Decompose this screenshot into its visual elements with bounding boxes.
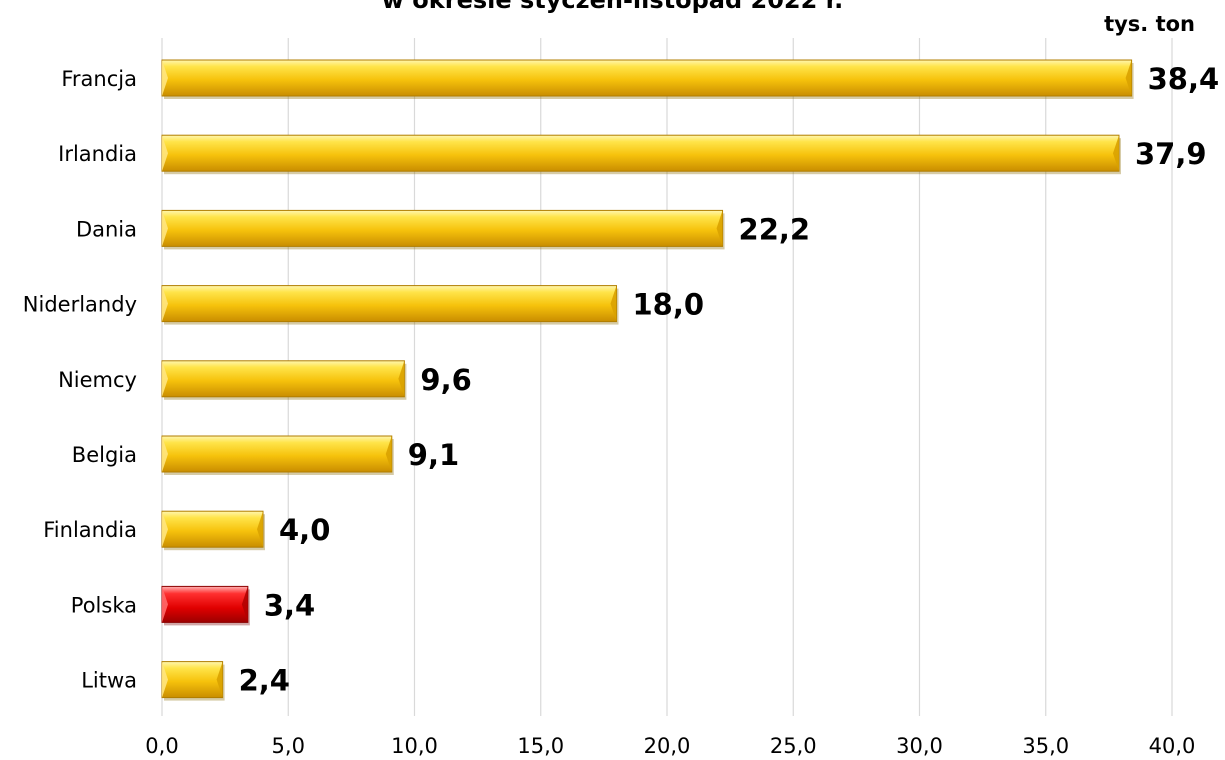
category-label: Litwa [81, 669, 137, 693]
bar-bevel-right [398, 360, 405, 397]
value-label: 9,1 [408, 438, 459, 472]
category-label: Finlandia [43, 518, 137, 542]
bar-bevel-right [1112, 135, 1119, 172]
bar-bevel-right [1125, 60, 1132, 96]
bar-bevel-left [162, 360, 168, 397]
bar-bevel-right [610, 285, 617, 322]
bar-bevel-left [162, 285, 168, 322]
bar [161, 360, 405, 398]
bar-niderlandy [161, 285, 619, 325]
x-tick-label: 10,0 [391, 734, 438, 758]
value-label: 22,2 [739, 212, 811, 246]
bar-bevel-left [162, 436, 168, 472]
bars [161, 59, 1134, 701]
unit-label: tys. ton [1104, 12, 1195, 36]
bar [161, 585, 249, 623]
value-label: 9,6 [420, 363, 471, 397]
bar [161, 134, 1120, 172]
bar-bevel-right [257, 511, 263, 548]
x-tick-label: 15,0 [517, 734, 564, 758]
bar [161, 59, 1133, 97]
bar-litwa [161, 661, 225, 701]
bar [161, 209, 724, 247]
bar-bevel-left [162, 135, 168, 172]
bar-bevel-left [162, 661, 168, 698]
x-tick-label: 40,0 [1149, 734, 1196, 758]
category-label: Belgia [72, 443, 137, 467]
bar-bevel-right [241, 586, 248, 623]
bar [161, 510, 264, 548]
bar-bevel-right [216, 661, 223, 698]
category-label: Irlandia [58, 142, 137, 166]
category-label: Francja [61, 67, 137, 91]
value-label: 4,0 [279, 513, 330, 547]
category-label: Niemcy [58, 368, 137, 392]
chart-title: w okresie styczeń-listopad 2022 r. [381, 0, 844, 14]
bar-bevel-left [162, 60, 168, 96]
bar-francja [161, 59, 1134, 99]
bar-bevel-left [162, 511, 168, 548]
value-label: 2,4 [239, 664, 290, 698]
bar-bevel-right [716, 210, 723, 247]
value-label: 37,9 [1135, 137, 1207, 171]
value-label: 18,0 [633, 288, 705, 322]
bar-irlandia [161, 134, 1121, 175]
bar [161, 285, 617, 323]
bar-polska [161, 585, 250, 626]
x-tick-label: 30,0 [896, 734, 943, 758]
value-label: 3,4 [264, 588, 315, 622]
category-label: Niderlandy [23, 293, 137, 317]
category-label: Polska [71, 593, 137, 617]
bar-bevel-left [162, 586, 168, 623]
value-label: 38,4 [1148, 62, 1220, 96]
x-tick-label: 0,0 [145, 734, 178, 758]
x-tick-label: 35,0 [1022, 734, 1069, 758]
bar-bevel-right [385, 436, 392, 472]
x-tick-label: 25,0 [770, 734, 817, 758]
labels: 0,0 5,0 10,0 15,0 20,0 25,0 30,0 35,0 40,0 Francj… [23, 62, 1219, 758]
bar [161, 661, 224, 699]
bar-finlandia [161, 510, 265, 551]
x-tick-label: 20,0 [644, 734, 691, 758]
bar-niemcy [161, 360, 407, 400]
bar-dania [161, 209, 725, 250]
bar-belgia [161, 435, 394, 475]
bar-bevel-left [162, 210, 168, 247]
category-label: Dania [76, 217, 137, 241]
bar [161, 435, 393, 473]
x-tick-label: 5,0 [272, 734, 305, 758]
